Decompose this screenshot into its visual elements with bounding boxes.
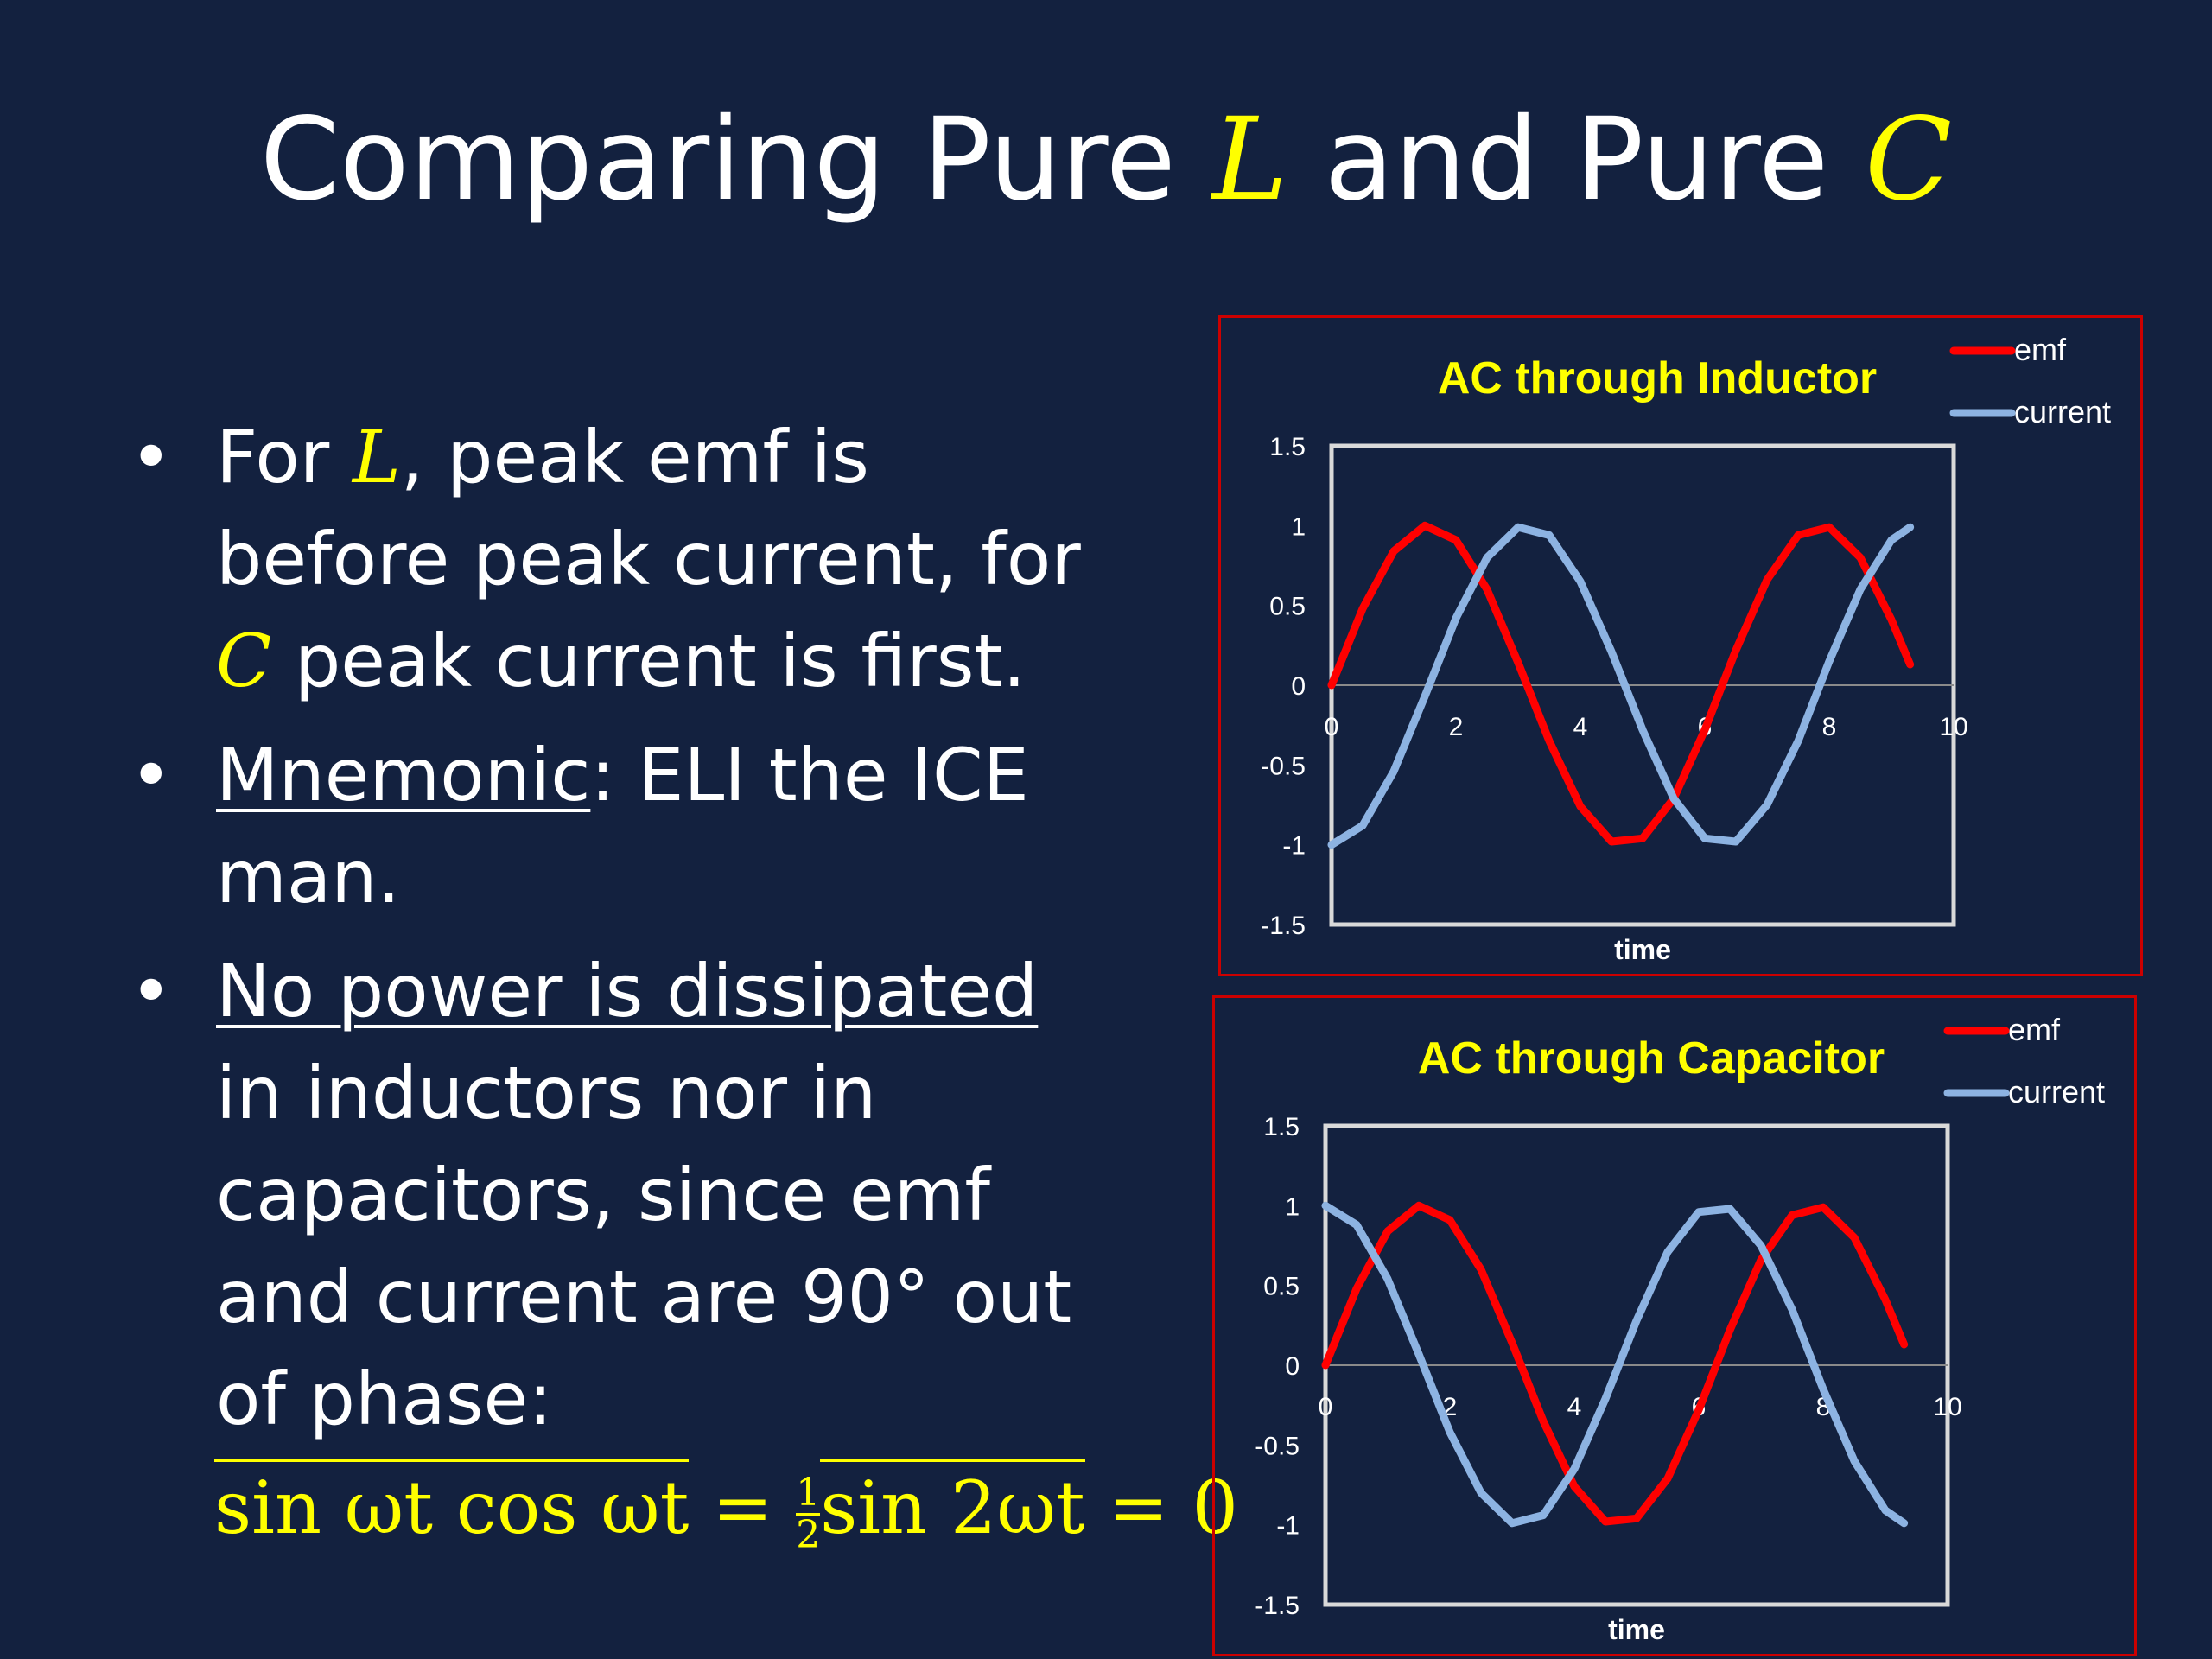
series-line-emf — [1321, 1201, 1909, 1526]
chart-title: AC through Inductor — [1438, 353, 1877, 404]
capacitor-chart: 1.5 1 0.5 0 -0.5 -1 -1.5 0 2 4 6 8 10 AC through Capa… — [1212, 995, 2137, 1656]
x-tick-label: 2 — [1449, 713, 1464, 741]
no-power-label: No power is dissipated — [216, 949, 1039, 1033]
y-tick-label: -1 — [1276, 1512, 1300, 1541]
y-tick-label: 0.5 — [1269, 593, 1306, 621]
x-tick-label: 0 — [1319, 1393, 1333, 1421]
inductor-chart: 1.5 1 0.5 0 -0.5 -1 -1.5 0 2 4 6 8 10 AC through Indu… — [1218, 315, 2143, 976]
bullet-text: For — [216, 415, 353, 499]
legend-label-emf: emf — [2008, 1012, 2061, 1047]
bullet-text: , peak emf is before peak current, for — [216, 415, 1081, 601]
y-tick-label: -1.5 — [1261, 912, 1306, 940]
bullet-list: • For L, peak emf is before peak current… — [130, 406, 1097, 1462]
mnemonic-label: Mnemonic — [216, 733, 591, 817]
formula-result: = 0 — [1084, 1465, 1238, 1550]
y-tick-label: 0.5 — [1263, 1273, 1300, 1301]
x-axis-label: time — [1614, 934, 1671, 965]
symbol-l: L — [352, 415, 401, 499]
legend-label-current: current — [2008, 1074, 2105, 1109]
power-formula: sin ωt cos ωt = 1 2 sin 2ωt = 0 — [214, 1459, 1238, 1557]
bullet-phase-order: • For L, peak emf is before peak current… — [130, 406, 1097, 712]
y-tick-label: 1.5 — [1263, 1113, 1300, 1141]
title-middle: and Pure — [1287, 93, 1866, 226]
fraction-denominator: 2 — [796, 1512, 821, 1557]
bullet-no-power: • No power is dissipated in inductors no… — [130, 940, 1097, 1450]
y-tick-label: 1 — [1285, 1192, 1300, 1221]
title-symbol-l: L — [1211, 93, 1288, 226]
formula-term-2: sin 2ωt — [820, 1459, 1085, 1550]
title-prefix: Comparing Pure — [259, 93, 1212, 226]
series-line-current — [1327, 523, 1915, 849]
y-tick-label: -1 — [1282, 832, 1306, 861]
x-tick-label: 10 — [1939, 713, 1967, 741]
bullet-mnemonic: • Mnemonic: ELI the ICE man. — [130, 724, 1097, 928]
y-tick-label: 0 — [1285, 1352, 1300, 1381]
x-tick-label: 0 — [1325, 713, 1339, 741]
chart-title: AC through Capacitor — [1418, 1033, 1885, 1084]
legend-label-current: current — [2014, 394, 2111, 429]
y-tick-label: -0.5 — [1255, 1432, 1300, 1460]
symbol-c: C — [216, 619, 272, 703]
x-axis-label: time — [1608, 1614, 1665, 1645]
y-tick-label: 0 — [1291, 672, 1306, 701]
y-tick-label: -0.5 — [1261, 752, 1306, 780]
bullet-marker: • — [130, 949, 173, 1033]
y-tick-label: 1.5 — [1269, 433, 1306, 461]
bullet-marker: • — [130, 733, 173, 817]
series-line-emf — [1327, 521, 1915, 846]
y-tick-label: -1.5 — [1255, 1592, 1300, 1620]
slide-title: Comparing Pure L and Pure C — [0, 95, 2212, 225]
title-symbol-c: C — [1865, 93, 1953, 226]
series-line-current — [1321, 1201, 1909, 1528]
x-tick-label: 8 — [1822, 713, 1837, 741]
x-tick-label: 10 — [1933, 1393, 1961, 1421]
legend-label-emf: emf — [2014, 332, 2067, 367]
y-tick-label: 1 — [1291, 512, 1306, 541]
bullet-text: in inductors nor in capacitors, since em… — [216, 1051, 1072, 1441]
formula-term-1: sin ωt cos ωt — [214, 1459, 690, 1550]
bullet-marker: • — [130, 415, 173, 499]
x-tick-label: 4 — [1567, 1393, 1582, 1421]
formula-equals: = — [689, 1465, 797, 1550]
fraction-numerator: 1 — [796, 1470, 821, 1516]
bullet-text: : ELI the ICE man. — [216, 733, 1029, 919]
x-tick-label: 4 — [1573, 713, 1588, 741]
bullet-text: peak current is first. — [271, 619, 1027, 703]
